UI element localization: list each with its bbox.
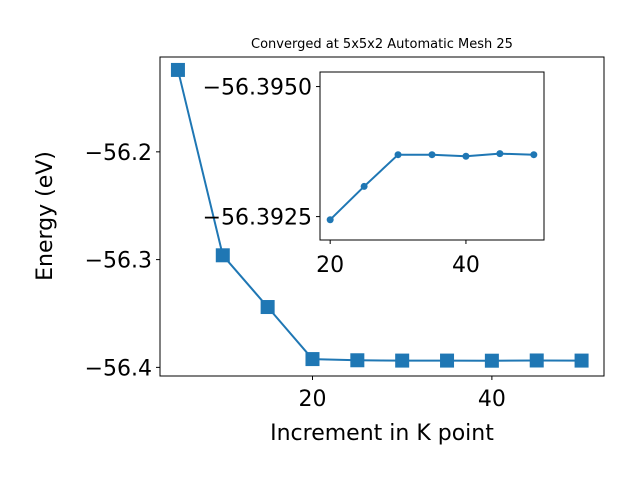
inset-data-point-0 [326,216,334,224]
inset-plot: 20 40 −56.3950−56.3925 [203,71,545,278]
main-series-layer [170,62,589,368]
inset-series-layer [326,150,538,224]
main-y-tick-label-1: −56.3 [85,249,152,274]
main-data-point-3 [305,352,320,367]
inset-x-ticks: 20 40 [316,240,480,278]
inset-plot-frame [319,71,545,241]
main-data-point-4 [350,353,365,368]
inset-data-point-2 [394,151,402,159]
main-data-point-2 [260,300,275,315]
main-data-point-5 [395,353,410,368]
inset-x-tick-label-1: 40 [452,253,480,278]
main-data-point-8 [529,353,544,368]
main-y-tick-label-0: −56.2 [85,141,152,166]
inset-data-point-6 [530,151,538,159]
main-series-line-0 [176,69,582,362]
main-data-point-7 [484,353,499,368]
x-axis-label: Increment in K point [270,421,494,446]
inset-y-tick-label-1: −56.3925 [203,206,312,231]
inset-x-tick-label-0: 20 [316,253,344,278]
inset-y-ticks: −56.3950 −56.3925 [203,76,320,231]
main-plot-frame [159,56,605,377]
main-data-point-0 [170,62,185,77]
main-data-point-1 [215,248,230,263]
chart-title: Converged at 5x5x2 Automatic Mesh 25 [251,37,513,52]
main-y-ticks: −56.2 −56.3 −56.4 [85,141,160,381]
main-data-point-6 [440,353,455,368]
main-x-ticks: 20 40 [298,376,506,412]
inset-data-point-1 [360,182,368,190]
main-data-point-9 [574,353,589,368]
inset-data-point-3 [428,151,436,159]
inset-y-tick-label-0: −56.3950 [203,76,312,101]
inset-data-point-5 [496,150,504,158]
main-y-tick-label-2: −56.4 [85,356,152,381]
main-plot: 20 40 −56.2−56.3−56.4 [85,56,605,412]
main-x-tick-label-0: 20 [298,387,326,412]
main-x-tick-label-1: 40 [478,387,506,412]
y-axis-label: Energy (eV) [33,151,58,281]
inset-data-point-4 [462,152,470,160]
